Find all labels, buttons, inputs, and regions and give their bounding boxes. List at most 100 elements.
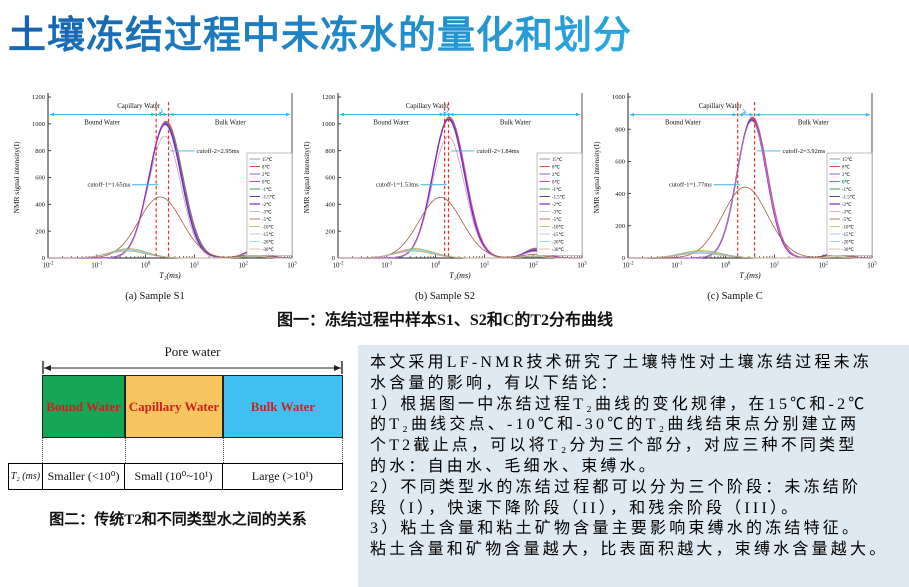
svg-text:2℃: 2℃: [262, 172, 270, 178]
svg-text:800: 800: [35, 148, 45, 155]
svg-text:10-1: 10-1: [671, 262, 683, 270]
svg-text:2℃: 2℃: [552, 172, 560, 178]
svg-text:cutoff-1=1.77ms: cutoff-1=1.77ms: [669, 182, 712, 189]
svg-text:600: 600: [615, 159, 625, 166]
svg-text:-30℃: -30℃: [262, 247, 274, 253]
svg-text:-3℃: -3℃: [842, 209, 852, 215]
svg-text:100: 100: [431, 262, 441, 270]
connector-dotted-line: [42, 438, 43, 463]
t2-table-cell-capillary: Small (10⁰~10¹): [125, 464, 223, 489]
water-type-boxes: Bound Water Capillary Water Bulk Water: [42, 375, 343, 438]
svg-text:0℃: 0℃: [842, 179, 850, 185]
svg-text:-5℃: -5℃: [262, 217, 272, 223]
figure1-caption: 图一：冻结过程中样本S1、S2和C的T2分布曲线: [276, 312, 614, 329]
svg-text:0: 0: [42, 255, 45, 262]
svg-text:101: 101: [480, 262, 490, 270]
svg-text:Bulk Water: Bulk Water: [500, 119, 532, 126]
figure1-chart-row: 0 200 400 600 800 1000 1200 10-2 10-1 100 101 102 10…: [0, 85, 909, 305]
svg-text:8℃: 8℃: [262, 164, 270, 170]
svg-text:800: 800: [615, 126, 625, 133]
svg-text:600: 600: [35, 175, 45, 182]
svg-text:1000: 1000: [322, 121, 335, 128]
svg-text:Capillary Water: Capillary Water: [406, 103, 450, 110]
svg-text:200: 200: [615, 223, 625, 230]
conclusion-panel: 本文采用LF-NMR技术研究了土壤特性对土壤冻结过程未冻 水含量的影响，有以下结论…: [358, 345, 909, 587]
summary-line: 1）根据图一中冻结过程T₂曲线的变化规律，在15℃和-2℃: [370, 395, 868, 413]
figure2-diagram: Pore water Bound Water Capillary Water B…: [8, 344, 348, 544]
summary-line: 2）不同类型水的冻结过程都可以分为三个阶段：未冻结阶: [370, 478, 862, 496]
svg-text:-5℃: -5℃: [842, 217, 852, 223]
bound-water-box: Bound Water: [42, 375, 125, 438]
svg-text:0: 0: [622, 255, 625, 262]
svg-text:-10℃: -10℃: [842, 224, 854, 230]
svg-text:-15℃: -15℃: [842, 232, 854, 238]
svg-text:200: 200: [325, 228, 335, 235]
svg-text:200: 200: [35, 228, 45, 235]
summary-line: 个T2截止点，可以将T₂分为三个部分，对应三种不同类型: [370, 437, 858, 455]
svg-text:NMR signal intensity(I): NMR signal intensity(I): [592, 141, 601, 214]
svg-text:400: 400: [325, 202, 335, 209]
svg-text:0℃: 0℃: [262, 179, 270, 185]
svg-text:NMR signal intensity(I): NMR signal intensity(I): [302, 141, 311, 214]
svg-text:T₂(ms): T₂(ms): [449, 271, 471, 280]
t2-table-cell-bulk: Large (>10¹): [222, 464, 342, 489]
svg-text:-1℃: -1℃: [262, 187, 272, 193]
svg-text:-20℃: -20℃: [262, 239, 274, 245]
svg-text:10-2: 10-2: [623, 262, 635, 270]
nmr-chart-sample-c: 0 200 400 600 800 1000 10-2 10-1 100 101 102 103 Bou…: [592, 93, 877, 302]
svg-text:1000: 1000: [32, 121, 45, 128]
capillary-water-label: Capillary Water: [128, 398, 220, 414]
svg-text:Bound Water: Bound Water: [84, 119, 120, 126]
svg-text:Capillary Water: Capillary Water: [117, 103, 161, 110]
connector-dotted-line: [125, 438, 126, 463]
svg-text:-3℃: -3℃: [262, 209, 272, 215]
summary-line: 粘土含量和矿物含量越大，比表面积越大，束缚水含量越大。: [370, 541, 889, 559]
svg-text:-10℃: -10℃: [262, 224, 274, 230]
svg-text:102: 102: [238, 262, 248, 270]
svg-text:Bulk Water: Bulk Water: [798, 120, 830, 127]
svg-text:cutoff-2=1.84ms: cutoff-2=1.84ms: [477, 148, 520, 155]
nmr-chart-sample-s2: 0 200 400 600 800 1000 1200 10-2 10-1 100 101 102 10…: [302, 93, 587, 302]
svg-text:-5℃: -5℃: [552, 217, 562, 223]
summary-line: 3）粘土含量和粘土矿物含量主要影响束缚水的冻结特征。: [370, 520, 862, 538]
svg-text:Bound Water: Bound Water: [665, 120, 701, 127]
svg-text:101: 101: [190, 262, 200, 270]
svg-text:(b) Sample S2: (b) Sample S2: [415, 291, 475, 302]
pore-water-label: Pore water: [164, 344, 221, 359]
connector-dotted-line: [342, 438, 343, 463]
svg-text:0℃: 0℃: [552, 179, 560, 185]
svg-text:-1.5℃: -1.5℃: [262, 194, 276, 200]
svg-text:T₂(ms): T₂(ms): [159, 271, 181, 280]
svg-text:cutoff-1=1.65ms: cutoff-1=1.65ms: [87, 182, 130, 189]
svg-text:100: 100: [721, 262, 731, 270]
svg-text:Capillary Water: Capillary Water: [699, 103, 743, 110]
svg-text:(a) Sample S1: (a) Sample S1: [125, 291, 185, 302]
t2-range-table: T₂ (ms) Smaller (<10⁰) Small (10⁰~10¹) L…: [8, 463, 343, 490]
svg-text:-1.5℃: -1.5℃: [842, 194, 856, 200]
svg-text:(c) Sample C: (c) Sample C: [707, 291, 762, 302]
t2-table-header: T₂ (ms): [9, 464, 43, 489]
svg-text:-1.5℃: -1.5℃: [552, 194, 566, 200]
summary-line: 水含量的影响，有以下结论：: [370, 374, 620, 392]
svg-text:10-1: 10-1: [381, 262, 393, 270]
svg-text:Bound Water: Bound Water: [373, 119, 409, 126]
summary-line: 的水：自由水、毛细水、束缚水。: [370, 457, 659, 475]
svg-text:-10℃: -10℃: [552, 224, 564, 230]
svg-text:400: 400: [615, 191, 625, 198]
svg-text:-1℃: -1℃: [552, 187, 562, 193]
svg-text:103: 103: [577, 262, 587, 270]
bulk-water-box: Bulk Water: [223, 375, 343, 438]
svg-text:NMR signal intensity(I): NMR signal intensity(I): [12, 141, 21, 214]
summary-line: 段（I），快速下降阶段（II），和残余阶段（III）。: [370, 499, 801, 517]
svg-text:8℃: 8℃: [552, 164, 560, 170]
svg-text:101: 101: [770, 262, 780, 270]
svg-text:cutoff-2=3.92ms: cutoff-2=3.92ms: [783, 148, 826, 155]
svg-text:1200: 1200: [322, 94, 335, 101]
connector-dotted-line: [223, 438, 224, 463]
summary-line: 本文采用LF-NMR技术研究了土壤特性对土壤冻结过程未冻: [370, 354, 873, 371]
svg-text:400: 400: [35, 202, 45, 209]
svg-text:100: 100: [141, 262, 151, 270]
svg-text:-20℃: -20℃: [552, 239, 564, 245]
svg-text:cutoff-1=1.53ms: cutoff-1=1.53ms: [376, 182, 419, 189]
svg-text:2℃: 2℃: [842, 172, 850, 178]
